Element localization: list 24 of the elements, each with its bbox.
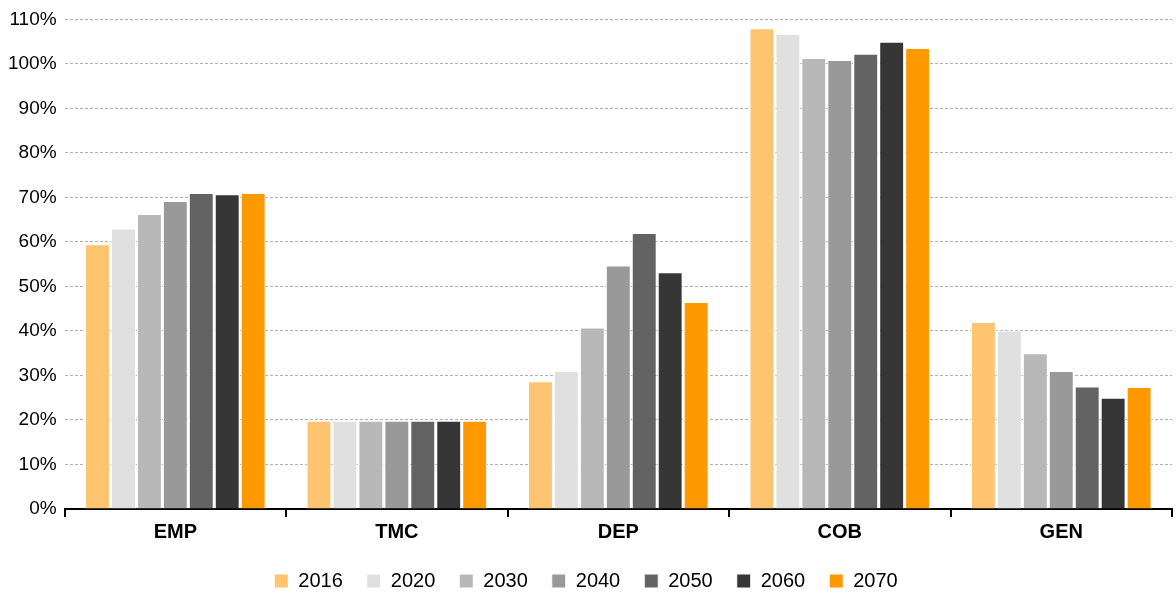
x-tick-label: TMC — [375, 519, 419, 542]
x-tick-label: GEN — [1039, 519, 1083, 542]
y-tick-label: 30% — [18, 363, 57, 385]
legend-label: 2016 — [298, 568, 343, 591]
x-tick-label: DEP — [597, 519, 639, 542]
legend-label: 2030 — [483, 568, 528, 591]
legend-label: 2070 — [853, 568, 898, 591]
y-tick-label: 20% — [18, 408, 57, 430]
y-tick-label: 100% — [7, 52, 57, 74]
y-tick-label: 60% — [18, 230, 57, 252]
x-tick-label: COB — [817, 519, 863, 542]
y-tick-label: 40% — [18, 319, 57, 341]
y-tick-label: 50% — [18, 274, 57, 296]
y-tick-label: 90% — [18, 96, 57, 118]
legend-label: 2020 — [390, 568, 436, 591]
y-tick-label: 110% — [9, 7, 57, 29]
y-tick-label: 10% — [18, 452, 57, 474]
y-tick-label: 70% — [18, 185, 57, 207]
y-tick-label: 0% — [29, 497, 57, 519]
legend-label: 2050 — [668, 568, 713, 591]
legend-label: 2060 — [760, 568, 806, 591]
y-tick-label: 80% — [18, 141, 57, 163]
x-tick-label: EMP — [153, 519, 198, 542]
legend-label: 2040 — [575, 568, 621, 591]
